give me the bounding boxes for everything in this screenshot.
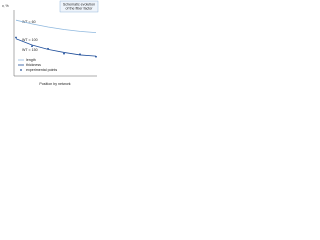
- y-axis-label: v, %: [2, 4, 10, 8]
- data-point: [15, 36, 17, 39]
- data-point: [63, 52, 65, 55]
- inset-title: of the fiber factor: [66, 6, 94, 10]
- inset-box: [59, 0, 99, 13]
- legend-swatch: [20, 69, 22, 71]
- series-line: [15, 38, 97, 57]
- annotation: WT = 60: [22, 20, 36, 24]
- series-line: [15, 19, 97, 33]
- annotation: WT = 100: [22, 38, 38, 42]
- annotation: WT = 150: [22, 48, 38, 52]
- data-point: [79, 53, 81, 56]
- data-point: [47, 47, 49, 50]
- legend-label: length: [26, 58, 36, 62]
- data-point: [95, 55, 97, 58]
- chart: Schematic evolution of the fiber factor …: [2, 0, 99, 86]
- legend-label: experimental points: [26, 68, 57, 72]
- x-axis-label: Position by network: [39, 82, 70, 86]
- legend-label: thickness: [26, 63, 41, 67]
- inset-title: Schematic evolution: [63, 2, 95, 6]
- data-point: [31, 45, 33, 48]
